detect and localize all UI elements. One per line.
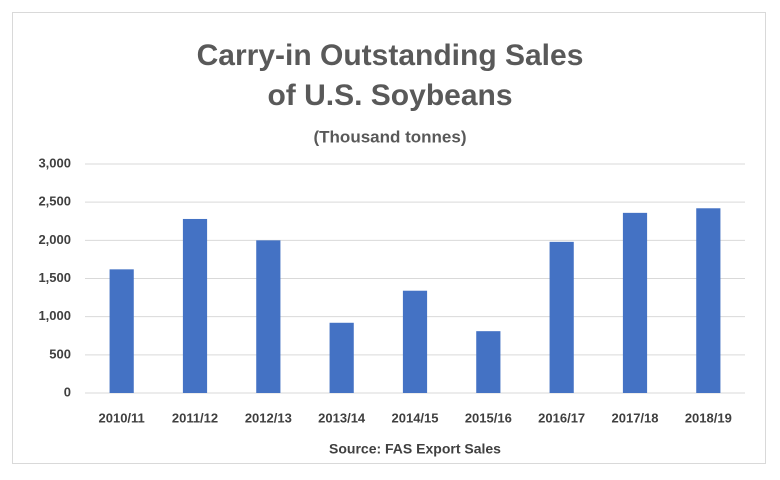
y-tick-label: 2,000 bbox=[38, 232, 71, 247]
bar bbox=[476, 331, 501, 393]
y-tick-label: 500 bbox=[49, 346, 71, 361]
y-tick-label: 2,500 bbox=[38, 194, 71, 209]
y-tick-label: 1,000 bbox=[38, 308, 71, 323]
x-tick-label: 2012/13 bbox=[245, 410, 292, 425]
bar bbox=[182, 218, 208, 393]
chart-title: Carry-in Outstanding Sales of U.S. Soybe… bbox=[196, 39, 584, 112]
chart-subtitle: (Thousand tonnes) bbox=[314, 127, 467, 146]
x-tick-label: 2016/17 bbox=[538, 410, 585, 425]
x-tick-label: 2014/15 bbox=[392, 410, 439, 425]
bar bbox=[329, 322, 354, 393]
x-tick-label: 2011/12 bbox=[172, 410, 218, 425]
y-tick-label: 1,500 bbox=[38, 270, 71, 285]
x-tick-label: 2015/16 bbox=[465, 410, 512, 425]
source-note: Source: FAS Export Sales bbox=[329, 441, 501, 457]
y-tick-label: 0 bbox=[64, 384, 71, 399]
bar bbox=[549, 241, 574, 393]
bar bbox=[402, 290, 428, 393]
bar bbox=[622, 212, 648, 393]
x-tick-label: 2017/18 bbox=[612, 410, 659, 425]
chart-frame bbox=[12, 12, 766, 464]
bar bbox=[696, 208, 721, 393]
x-tick-label: 2013/14 bbox=[318, 410, 366, 425]
y-tick-label: 3,000 bbox=[38, 155, 71, 170]
x-tick-label: 2010/11 bbox=[99, 410, 145, 425]
bar bbox=[256, 240, 281, 393]
bar bbox=[109, 269, 134, 393]
x-tick-label: 2018/19 bbox=[685, 410, 732, 425]
